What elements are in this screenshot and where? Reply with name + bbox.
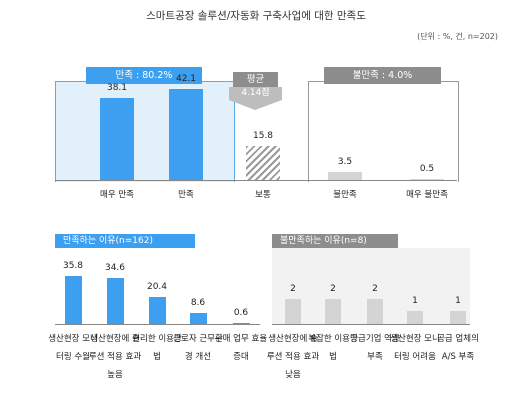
chart-0-value-label: 0.5 xyxy=(419,164,435,174)
chart-2-category-label: 생산현장 모니터링 어려움 xyxy=(390,334,440,362)
chart-2-bar xyxy=(407,311,423,324)
chart-0-bar xyxy=(100,98,134,180)
chart-2-category-label: 공급기업 역량 부족 xyxy=(350,334,400,362)
chart-0-value-label: 15.8 xyxy=(252,131,274,141)
chart-0-bar xyxy=(169,89,203,180)
chart-2-category-label: 공급 업체의 A/S 부족 xyxy=(437,334,479,362)
chart-1-value-label: 0.6 xyxy=(233,308,249,318)
chart-1-bar xyxy=(64,276,82,324)
chart-2-value-label: 2 xyxy=(290,284,296,294)
chart-2-value-label: 1 xyxy=(455,296,461,306)
satisfied-reasons-header: 만족하는 이유(n=162) xyxy=(55,234,195,248)
chart-2-value-label: 2 xyxy=(372,284,378,294)
chart-1-category-label: 근로자 근무환경 개선 xyxy=(173,334,223,362)
chart-0-category-label: 매우 만족 xyxy=(100,190,134,200)
average-label: 평균 xyxy=(233,72,278,87)
chart-1-bar xyxy=(148,297,166,324)
chart-1-bar xyxy=(232,323,250,324)
chart-1-value-label: 20.4 xyxy=(146,282,168,292)
chart-2-bar xyxy=(285,299,301,324)
satisfied-group-box xyxy=(55,81,235,182)
average-value: 4.14점 xyxy=(229,87,282,100)
chart-0-bar xyxy=(328,172,362,180)
chart-1-value-label: 8.6 xyxy=(190,298,206,308)
chart-1-category-label: 편리한 이용방법 xyxy=(132,334,182,362)
chart-2-value-label: 1 xyxy=(412,296,418,306)
chart-1-bar xyxy=(106,278,124,324)
average-arrow-icon xyxy=(229,100,282,110)
chart-0-category-label: 매우 불만족 xyxy=(406,190,448,200)
chart-0-value-label: 38.1 xyxy=(106,83,128,93)
chart-1-bar xyxy=(189,313,207,324)
chart-0-value-label: 3.5 xyxy=(337,157,353,167)
chart-1-value-label: 35.8 xyxy=(62,261,84,271)
chart-1-category-label: 생산현장에 솔루션 적용 효과 높음 xyxy=(88,334,142,380)
chart-2-category-label: 생산현장에 솔루션 적용 효과 낮음 xyxy=(266,334,320,380)
satisfied-header: 만족 : 80.2% xyxy=(86,67,202,84)
chart-2-bar xyxy=(450,311,466,324)
dissatisfied-reasons-header: 불만족하는 이유(n=8) xyxy=(272,234,398,248)
chart-0-bar xyxy=(410,179,444,180)
chart-2-category-label: 복잡한 이용방법 xyxy=(308,334,358,362)
chart-0-bar xyxy=(246,146,280,180)
chart-0-value-label: 42.1 xyxy=(175,74,197,84)
chart-0-category-label: 불만족 xyxy=(333,190,357,200)
chart-1-baseline xyxy=(55,324,260,325)
chart-2-value-label: 2 xyxy=(330,284,336,294)
chart-1-category-label: 구매 업무 효율 증대 xyxy=(214,334,268,362)
chart-2-bar xyxy=(367,299,383,324)
chart-title: 스마트공장 솔루션/자동화 구축사업에 대한 만족도 xyxy=(146,10,366,22)
chart-0-baseline xyxy=(55,180,457,181)
chart-0-category-label: 만족 xyxy=(178,190,194,200)
chart-1-category-label: 생산현장 모니터링 수월 xyxy=(48,334,98,362)
chart-2-baseline xyxy=(272,324,470,325)
chart-2-bar xyxy=(325,299,341,324)
chart-1-value-label: 34.6 xyxy=(104,263,126,273)
chart-0-category-label: 보통 xyxy=(255,190,271,200)
dissatisfied-header: 불만족 : 4.0% xyxy=(324,67,441,84)
dissatisfied-group-box xyxy=(308,81,459,182)
unit-note: (단위 : %, 건, n=202) xyxy=(417,32,498,41)
